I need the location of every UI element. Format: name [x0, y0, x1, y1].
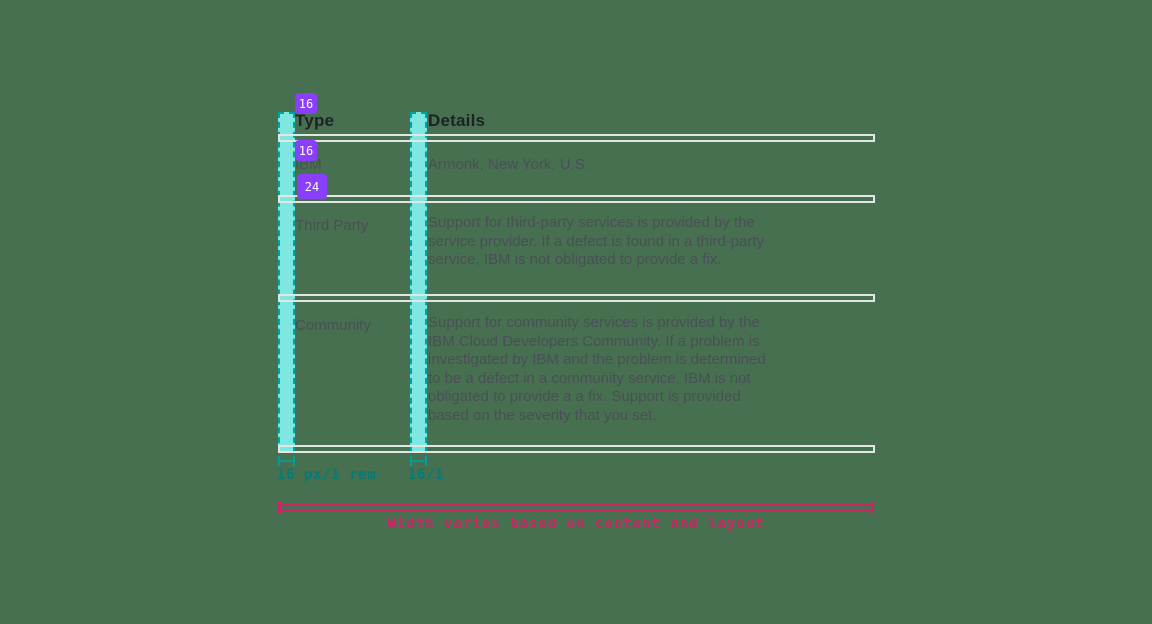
column-gap-spacing-bar — [410, 112, 427, 453]
row-details-text: Support for third-party services is prov… — [428, 214, 764, 269]
row-divider — [278, 134, 875, 142]
column-gap-measure-marker — [410, 456, 427, 466]
row-divider — [278, 294, 875, 302]
row-divider — [278, 445, 875, 453]
left-padding-measure-marker — [278, 456, 295, 466]
column-header-type: Type — [295, 111, 335, 130]
column-gap-measure-label: 16/1 — [408, 467, 445, 483]
row-type-label: Third Party — [295, 217, 369, 234]
width-bracket-right-cap — [871, 502, 874, 514]
measure-line — [280, 460, 293, 462]
spacing-badge-header-16: 16 — [295, 93, 317, 114]
width-measure-bracket — [278, 504, 874, 512]
row-details-text: Support for community services is provid… — [428, 314, 766, 424]
width-bracket-left-cap — [278, 502, 281, 514]
width-note-caption: Width varies based on content and layout — [387, 516, 765, 532]
row-divider — [278, 195, 875, 203]
row-type-label: Community — [295, 317, 371, 334]
column-header-details: Details — [428, 111, 486, 130]
spacing-badge-row-top-16: 16 — [295, 140, 317, 161]
spacing-badge-row-bottom-24: 24 — [297, 174, 327, 199]
row-details-text: Armonk, New York, U.S. — [428, 156, 589, 173]
left-padding-measure-label: 16 px/1 rem — [277, 467, 377, 483]
measure-line — [412, 460, 425, 462]
left-padding-spacing-bar — [278, 112, 295, 453]
